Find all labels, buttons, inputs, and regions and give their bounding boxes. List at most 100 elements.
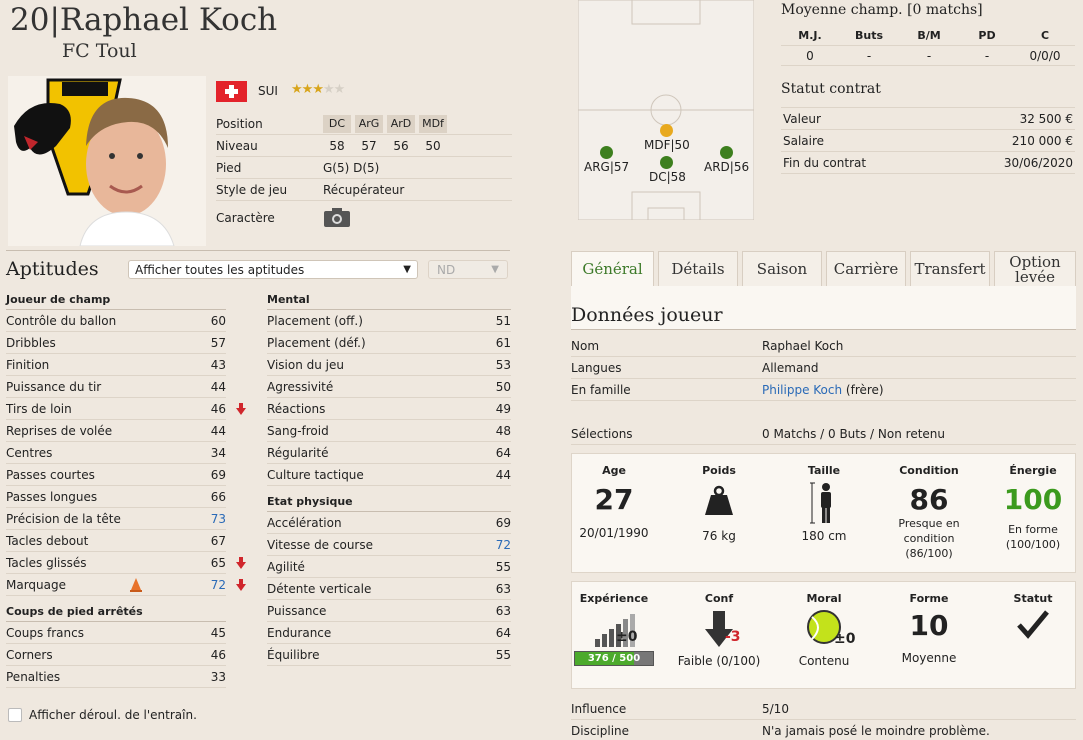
season-val-mj: 0: [806, 48, 814, 63]
star-icon: ★: [322, 82, 335, 97]
tab-general[interactable]: Général: [571, 251, 654, 287]
attribute-name: Tacles debout: [6, 533, 89, 548]
season-col-bm: B/M: [917, 29, 941, 42]
age-stat: Age 27 20/01/1990: [562, 464, 666, 540]
season-table: M.J. Buts B/M PD C 0 - - - 0/0/0: [781, 26, 1075, 66]
attribute-name: Vitesse de course: [267, 537, 373, 552]
attribute-value: 33: [210, 669, 226, 684]
attribute-value: 69: [210, 467, 226, 482]
attribute-row: Régularité 64: [267, 442, 511, 464]
star-icon: ★: [291, 82, 303, 97]
form-stats-card: Expérience ±0 376 / 500 Conf -3 Faible (…: [571, 581, 1076, 689]
experience-delta: ±0: [616, 629, 638, 645]
weight-value: 76 kg: [702, 529, 736, 543]
aptitudes-filter-select[interactable]: Afficher toutes les aptitudes ▼: [128, 260, 418, 279]
attribute-row: Précision de la tête 73: [6, 508, 226, 530]
mental-list: Placement (off.) 51 Placement (déf.) 61 Visi…: [267, 310, 511, 486]
setpiece-list: Coups francs 45 Corners 46 Penalties 33: [6, 622, 226, 688]
height-icon: [772, 481, 876, 525]
status-heading: Statut: [1013, 592, 1053, 605]
training-cone-icon: [130, 578, 142, 595]
attribute-row: Contrôle du ballon 60: [6, 310, 226, 332]
attribute-row: Penalties 33: [6, 666, 226, 688]
attribute-name: Équilibre: [267, 647, 320, 662]
character-label: Caractère: [216, 211, 275, 225]
attribute-name: Puissance: [267, 603, 327, 618]
attribute-value: 61: [495, 335, 511, 350]
aptitudes-title: Aptitudes: [6, 258, 99, 280]
attribute-row: Dribbles 57: [6, 332, 226, 354]
morale-delta: ±0: [834, 631, 856, 647]
character-row: Caractère: [216, 201, 512, 235]
player-club: FC Toul: [62, 40, 137, 62]
condition-text: Presque en condition (86/100): [898, 517, 960, 560]
name-value: Raphael Koch: [762, 338, 844, 353]
camera-icon[interactable]: [323, 206, 351, 231]
energy-heading: Énergie: [1009, 464, 1057, 477]
contract-label: Valeur: [783, 111, 821, 126]
player-name: Raphael Koch: [59, 2, 278, 38]
level-label: Niveau: [216, 138, 258, 153]
tab-option[interactable]: Option levée: [994, 251, 1076, 287]
tab-transfer[interactable]: Transfert: [910, 251, 990, 287]
attribute-name: Réactions: [267, 401, 326, 416]
field-group-title: Joueur de champ: [6, 288, 226, 310]
style-value: Récupérateur: [323, 182, 405, 197]
family-label: En famille: [571, 382, 631, 397]
club-logo-and-portrait: [14, 78, 175, 247]
influence-row: Influence 5/10: [571, 698, 1076, 720]
position-label: Position: [216, 116, 263, 131]
field-list: Contrôle du ballon 60 Dribbles 57 Finition 43…: [6, 310, 246, 596]
data-title: Données joueur: [571, 304, 723, 326]
level-row: Niveau 58 57 56 50: [216, 135, 512, 157]
family-row: En famille Philippe Koch (frère): [571, 379, 1076, 401]
caps-label: Sélections: [571, 426, 633, 441]
foot-label: Pied: [216, 160, 242, 175]
contract-value: 32 500 €: [1019, 111, 1073, 126]
position-dc: DC: [323, 114, 351, 133]
caps-value: 0 Matchs / 0 Buts / Non retenu: [762, 426, 945, 441]
contract-row: Salaire 210 000 €: [781, 130, 1075, 152]
style-row: Style de jeu Récupérateur: [216, 179, 512, 201]
decrease-arrow-icon: [236, 403, 246, 418]
contract-row: Valeur 32 500 €: [781, 108, 1075, 130]
attribute-value: 55: [495, 647, 511, 662]
player-info: Position DC ArG ArD MDf Niveau 58 57 56 …: [216, 113, 512, 235]
mental-column: Mental Placement (off.) 51 Placement (déf.…: [267, 288, 511, 666]
level-mdf: 50: [425, 138, 441, 153]
extra-data-table: Influence 5/10 Discipline N'a jamais posé …: [571, 698, 1076, 740]
attribute-name: Sang-froid: [267, 423, 329, 438]
discipline-value: N'a jamais posé le moindre problème.: [762, 723, 990, 738]
tab-career[interactable]: Carrière: [826, 251, 906, 287]
attribute-row: Sang-froid 48: [267, 420, 511, 442]
lang-row: Langues Allemand: [571, 357, 1076, 379]
family-relation: (frère): [845, 382, 884, 397]
attribute-name: Accélération: [267, 515, 342, 530]
nd-select[interactable]: ND ▼: [428, 260, 508, 279]
attribute-row: Reprises de volée 44: [6, 420, 226, 442]
player-data-table: Nom Raphael Koch Langues Allemand En famil…: [571, 335, 1076, 445]
attribute-row: Finition 43: [6, 354, 226, 376]
attribute-name: Détente verticale: [267, 581, 372, 596]
attribute-row: Équilibre 55: [267, 644, 511, 666]
morale-text: Contenu: [798, 654, 850, 668]
attribute-row: Réactions 49: [267, 398, 511, 420]
attribute-name: Penalties: [6, 669, 61, 684]
experience-bar: 376 / 500: [574, 651, 654, 666]
family-link[interactable]: Philippe Koch: [762, 382, 843, 397]
setpiece-group-title: Coups de pied arrêtés: [6, 600, 226, 622]
contract-label: Fin du contrat: [783, 155, 867, 170]
season-col-buts: Buts: [854, 29, 884, 42]
form-stat: Forme 10 Moyenne: [877, 592, 981, 665]
attribute-row: Placement (déf.) 61: [267, 332, 511, 354]
attribute-value: 48: [495, 423, 511, 438]
training-checkbox[interactable]: [8, 708, 22, 722]
attribute-value: 73: [210, 511, 226, 526]
star-rating: ★★★★★: [291, 82, 345, 97]
tab-details[interactable]: Détails: [658, 251, 738, 287]
attribute-value: 43: [210, 357, 226, 372]
attribute-name: Reprises de volée: [6, 423, 113, 438]
experience-bar-text: 376 / 500: [587, 653, 641, 664]
training-toggle[interactable]: Afficher déroul. de l'entraîn.: [8, 708, 197, 722]
tab-season[interactable]: Saison: [742, 251, 822, 287]
